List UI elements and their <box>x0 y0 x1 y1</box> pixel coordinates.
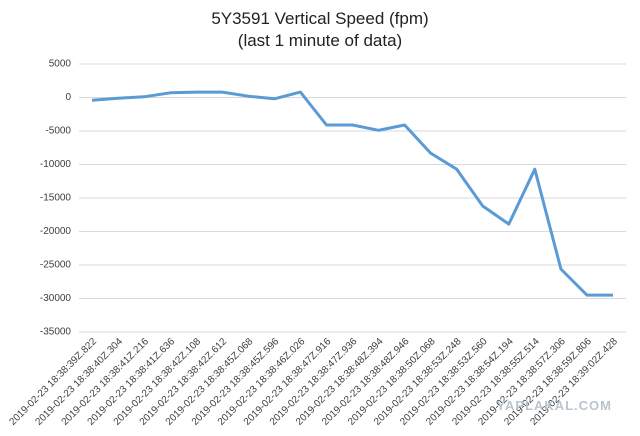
y-tick-label: -20000 <box>40 226 72 237</box>
y-tick-label: -10000 <box>40 159 72 170</box>
chart-subtitle: (last 1 minute of data) <box>238 31 402 50</box>
y-tick-label: -25000 <box>40 260 72 271</box>
y-tick-label: -30000 <box>40 293 72 304</box>
data-line <box>91 90 613 297</box>
y-tick-label: -5000 <box>45 126 71 137</box>
y-tick-label: 5000 <box>49 59 72 70</box>
y-tick-label: -15000 <box>40 193 72 204</box>
y-tick-label: 0 <box>65 92 71 103</box>
y-tick-label: -35000 <box>40 327 72 338</box>
chart-title: 5Y3591 Vertical Speed (fpm) <box>211 9 428 28</box>
watermark: YAPLAKAL.COM <box>496 398 612 413</box>
